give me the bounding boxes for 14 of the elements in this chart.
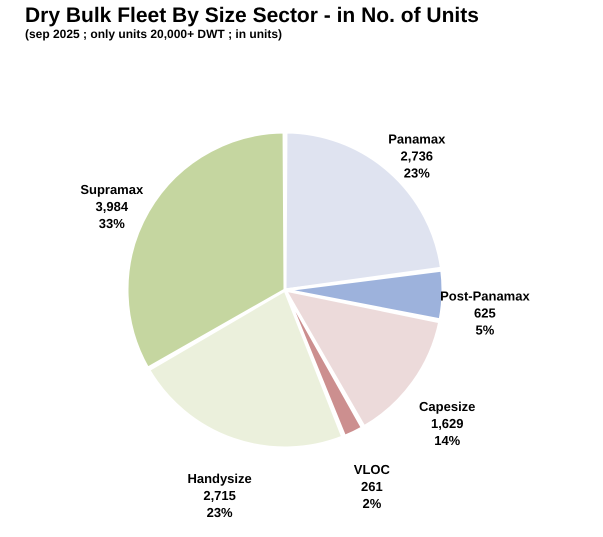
slice-label: Panamax	[388, 132, 446, 147]
data-label: 1,629 14%	[430, 416, 464, 448]
data-label: 625 5%	[474, 305, 496, 338]
data-label: 2,736 23%	[400, 148, 434, 181]
slice-label: Supramax	[80, 182, 144, 198]
chart-subtitle: (sep 2025 ; only units 20,000+ DWT ; in units)	[25, 27, 282, 41]
chart-title: Dry Bulk Fleet By Size Sector - in No. of Units	[25, 4, 479, 27]
data-label: 3,984 33%	[96, 199, 129, 232]
data-label: 261 2%	[361, 479, 383, 512]
data-label: 2,715 23%	[203, 488, 236, 520]
slice-label: Capesize	[419, 398, 476, 414]
slice-label: Post-Panamax	[440, 288, 530, 304]
slice-label: Handysize	[187, 471, 252, 486]
slice-label: VLOC	[354, 462, 391, 478]
